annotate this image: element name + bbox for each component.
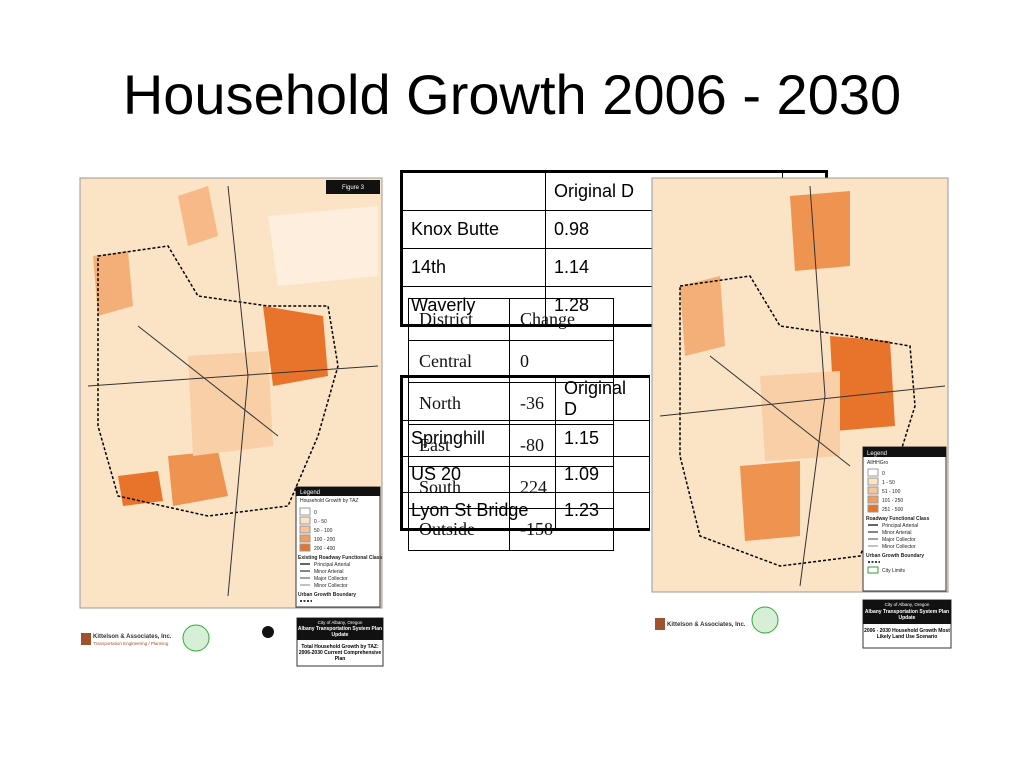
firm-logo <box>655 618 665 630</box>
zone <box>830 336 895 431</box>
caption: 2006 - 2030 Household Growth Most Likely… <box>864 628 950 640</box>
zone <box>93 251 133 316</box>
legend-class: 51 - 100 <box>882 489 901 495</box>
firm: Kittelson & Associates, Inc. <box>93 634 172 640</box>
zone <box>118 471 163 506</box>
legend-class: 0 <box>314 510 317 516</box>
city-logo <box>182 624 210 652</box>
table-cell: Lyon St Bridge <box>401 492 556 530</box>
growth-boundary <box>97 245 339 517</box>
legend-swatch <box>299 534 311 543</box>
legend-boundary: Urban Growth Boundary <box>866 553 924 559</box>
north-arrow <box>262 626 274 638</box>
title-head <box>297 618 383 640</box>
zone <box>178 186 218 246</box>
legend-swatch <box>867 486 879 495</box>
legend-road-label: Minor Arterial <box>882 530 911 536</box>
roads <box>659 185 946 587</box>
legend-road-label: Principal Arterial <box>314 562 350 568</box>
table-cell: Knox Butte <box>401 210 546 249</box>
legend-road-label: Major Collector <box>882 537 916 543</box>
city-logo <box>751 606 779 634</box>
legend-swatch <box>867 468 879 477</box>
legend-head <box>863 447 946 457</box>
map-right: Legend AllHHGro 0 1 - 50 51 - 100 101 - 250… <box>651 177 952 649</box>
legend-swatch <box>299 525 311 534</box>
legend-title: Legend <box>300 490 320 496</box>
table-row: Springhill 1.15 <box>401 420 650 457</box>
roads <box>87 185 379 597</box>
legend-swatch <box>299 516 311 525</box>
legend-class: 0 - 50 <box>314 519 327 525</box>
zone <box>268 206 378 286</box>
project: Albany Transportation System Plan Update <box>864 609 950 621</box>
legend-road-label: Minor Collector <box>882 544 916 550</box>
legend-swatch <box>867 504 879 513</box>
zone <box>188 351 273 456</box>
firm: Kittelson & Associates, Inc. <box>667 622 746 628</box>
zone <box>263 306 328 386</box>
table-cell: 1.09 <box>555 456 650 493</box>
client: City of Albany, Oregon <box>318 620 363 625</box>
legend-road-label: Principal Arterial <box>882 523 918 529</box>
table-bottom: Original D Springhill 1.15 US 20 1.09 Lyon St… <box>400 375 650 531</box>
title-head <box>863 600 951 624</box>
table-cell <box>401 171 546 211</box>
legend-class: 50 - 100 <box>314 528 333 534</box>
legend-boundary: Urban Growth Boundary <box>298 592 356 598</box>
table-row: Original D <box>401 376 650 421</box>
legend-roads-title: Existing Roadway Functional Class <box>298 555 382 561</box>
legend-class: 251 - 500 <box>882 507 903 513</box>
slide-title: Household Growth 2006 - 2030 <box>122 63 902 126</box>
legend-limits: City Limits <box>882 568 906 574</box>
zone <box>680 276 725 356</box>
legend-roads-title: Roadway Functional Class <box>866 516 930 522</box>
table-row: US 20 1.09 <box>401 456 650 493</box>
legend-class: 200 - 400 <box>314 546 335 552</box>
growth-boundary <box>679 275 916 567</box>
caption: Total Household Growth by TAZ: 2006-2030… <box>298 644 382 662</box>
table-cell: Original D <box>555 376 650 421</box>
firm-logo <box>81 633 91 645</box>
zone <box>790 191 850 271</box>
legend-class: 1 - 50 <box>882 480 895 486</box>
legend-swatch <box>299 507 311 516</box>
legend-subtitle: Household Growth by TAZ <box>300 498 358 504</box>
figure-label: Figure 3 <box>342 185 365 191</box>
zone <box>740 461 800 541</box>
table-cell: US 20 <box>401 456 556 493</box>
figure-badge <box>326 180 380 194</box>
table-cell: 1.23 <box>555 492 650 530</box>
zone <box>760 371 840 461</box>
table-cell: Change <box>509 298 614 341</box>
table-cell: Springhill <box>401 420 556 457</box>
legend-swatch <box>867 477 879 486</box>
legend-subtitle: AllHHGro <box>867 460 888 466</box>
legend-limits-swatch <box>867 566 879 574</box>
legend-class: 0 <box>882 471 885 477</box>
zone <box>168 451 228 506</box>
table-cell <box>401 376 556 421</box>
legend-road-label: Minor Collector <box>314 583 348 589</box>
client: City of Albany, Oregon <box>885 602 930 607</box>
table-cell: 1.15 <box>555 420 650 457</box>
legend-class: 100 - 200 <box>314 537 335 543</box>
legend-head <box>296 487 380 496</box>
legend-swatch <box>299 543 311 552</box>
table-row: Lyon St Bridge 1.23 <box>401 492 650 530</box>
legend-title: Legend <box>867 451 887 457</box>
legend-swatch <box>867 495 879 504</box>
project: Albany Transportation System Plan Update <box>297 626 383 638</box>
table-row: District Change <box>408 298 614 341</box>
table-cell: District <box>408 298 510 341</box>
map-left: Figure 3 Legend Household Growth by TAZ … <box>79 177 384 667</box>
table-cell: 14th <box>401 248 546 287</box>
legend-road-label: Major Collector <box>314 576 348 582</box>
legend-road-label: Minor Arterial <box>314 569 343 575</box>
firm-sub: Transportation Engineering / Planning <box>93 641 169 646</box>
legend-class: 101 - 250 <box>882 498 903 504</box>
